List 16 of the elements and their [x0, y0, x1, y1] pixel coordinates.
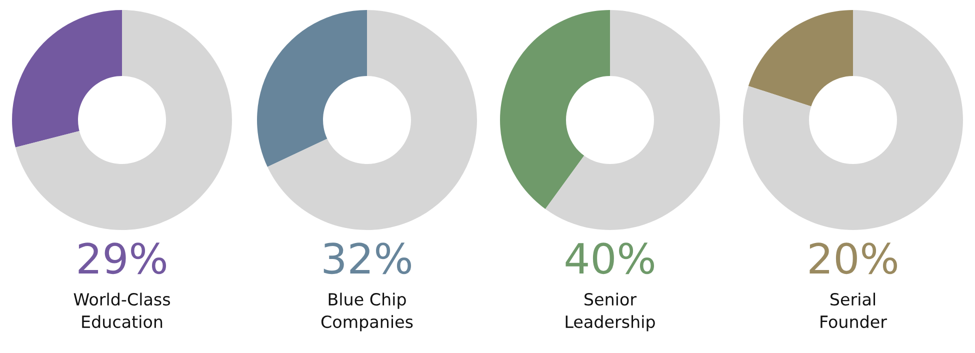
text: 32% [324, 242, 412, 274]
donut-slice [545, 10, 720, 230]
donut-slice [257, 10, 367, 167]
text: World-Class Education [74, 292, 170, 328]
donut-slice [500, 10, 610, 209]
text: 29% [78, 242, 166, 274]
text: Senior Leadership [566, 292, 655, 332]
text: 20% [810, 242, 898, 274]
text: Blue Chip Companies [321, 292, 413, 332]
text: Serial Founder [820, 292, 887, 328]
donut-slice [748, 10, 853, 106]
donut-slice [15, 10, 232, 230]
donut-slice [12, 10, 122, 148]
text: 40% [566, 242, 654, 274]
donut-slice [267, 10, 477, 230]
donut-slice [743, 10, 963, 230]
